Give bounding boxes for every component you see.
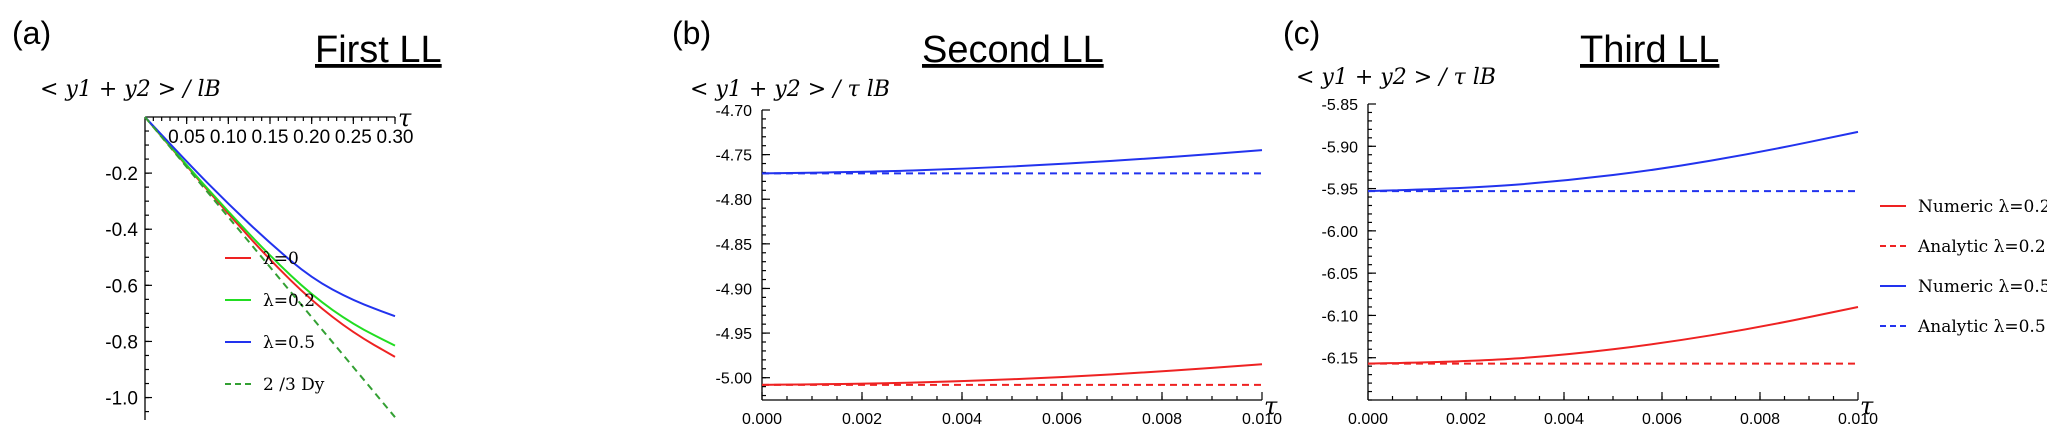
panel-c-title: Third LL bbox=[1580, 29, 1719, 71]
series-line bbox=[144, 116, 396, 358]
panel-c: (c) Third LL < y1 + y2 > / τ lB τ 0.000 0… bbox=[1283, 15, 2047, 428]
y-tick-label: -4.90 bbox=[716, 281, 753, 298]
legend-label: λ=0.2 bbox=[263, 291, 315, 311]
y-tick-label: -4.80 bbox=[716, 192, 753, 209]
x-tick-label: 0.010 bbox=[1242, 411, 1282, 428]
series-line bbox=[144, 116, 396, 347]
y-tick-label: -6.00 bbox=[1322, 224, 1359, 241]
x-tick-label: 0.004 bbox=[1544, 411, 1584, 428]
y-tick-label: -4.75 bbox=[716, 148, 753, 165]
panel-c-legend: Numeric λ=0.2 Analytic λ=0.2 Numeric λ=0.5… bbox=[1880, 197, 2047, 337]
series-line bbox=[144, 116, 396, 318]
x-tick-label: 0.008 bbox=[1740, 411, 1780, 428]
legend-label: 2 /3 Dy bbox=[263, 375, 325, 395]
y-tick-label: -1.0 bbox=[105, 389, 138, 410]
y-tick-label: -0.4 bbox=[105, 220, 138, 241]
x-tick-label: 0.008 bbox=[1142, 411, 1182, 428]
y-tick-label: -5.00 bbox=[716, 371, 753, 388]
x-tick-label: 0.006 bbox=[1642, 411, 1682, 428]
legend-label: Numeric λ=0.5 bbox=[1918, 277, 2047, 297]
panel-c-plot-area bbox=[1367, 130, 1859, 365]
x-tick-label: 0.004 bbox=[942, 411, 982, 428]
y-tick-label: -5.85 bbox=[1322, 97, 1359, 114]
panel-b-ylabel: < y1 + y2 > / τ lB bbox=[690, 77, 890, 102]
x-tick-label: 0.20 bbox=[293, 127, 330, 148]
legend-label: Analytic λ=0.5 bbox=[1917, 317, 2046, 337]
x-tick-label: 0.30 bbox=[377, 127, 414, 148]
legend-label: λ=0.5 bbox=[263, 333, 315, 353]
series-line bbox=[761, 149, 1263, 175]
x-tick-label: 0.000 bbox=[1348, 411, 1388, 428]
panel-a-title: First LL bbox=[315, 29, 442, 71]
panel-a-axes: 0.05 0.10 0.15 0.20 0.25 0.30 -0.2 -0.4 -0.6 -0.8… bbox=[105, 116, 414, 420]
y-tick-label: -4.70 bbox=[716, 103, 753, 120]
y-tick-label: -5.95 bbox=[1322, 182, 1359, 199]
panel-a-letter: (a) bbox=[12, 15, 51, 51]
series-line bbox=[144, 116, 396, 418]
panel-c-letter: (c) bbox=[1283, 15, 1320, 51]
y-tick-label: -4.85 bbox=[716, 237, 753, 254]
panel-b-xlabel: τ bbox=[1264, 392, 1278, 420]
y-tick-label: -0.2 bbox=[105, 164, 138, 185]
y-tick-label: -4.95 bbox=[716, 326, 753, 343]
legend-label: Numeric λ=0.2 bbox=[1918, 197, 2047, 217]
panel-a-legend: λ=0 λ=0.2 λ=0.5 2 /3 Dy bbox=[225, 249, 325, 395]
panel-c-ylabel: < y1 + y2 > / τ lB bbox=[1296, 65, 1496, 90]
x-tick-label: 0.10 bbox=[210, 127, 247, 148]
panel-b-letter: (b) bbox=[672, 15, 711, 51]
legend-label: Analytic λ=0.2 bbox=[1917, 237, 2046, 257]
x-tick-label: 0.006 bbox=[1042, 411, 1082, 428]
y-tick-label: -0.8 bbox=[105, 332, 138, 353]
x-tick-label: 0.010 bbox=[1838, 411, 1878, 428]
x-tick-label: 0.05 bbox=[168, 127, 205, 148]
x-tick-label: 0.002 bbox=[1446, 411, 1486, 428]
series-line bbox=[1367, 130, 1859, 193]
x-tick-label: 0.25 bbox=[335, 127, 372, 148]
panel-b-plot-area bbox=[761, 149, 1263, 386]
y-tick-label: -5.90 bbox=[1322, 139, 1359, 156]
series-line bbox=[761, 363, 1263, 386]
legend-label: λ=0 bbox=[263, 249, 299, 269]
panel-a: (a) First LL < y1 + y2 > / lB τ 0.05 0.10… bbox=[12, 15, 442, 420]
panel-b-title: Second LL bbox=[922, 29, 1104, 71]
x-tick-label: 0.15 bbox=[252, 127, 289, 148]
panel-a-plot-area bbox=[144, 116, 396, 418]
y-tick-label: -0.6 bbox=[105, 276, 138, 297]
x-tick-label: 0.002 bbox=[842, 411, 882, 428]
y-tick-label: -6.15 bbox=[1322, 351, 1359, 368]
series-line bbox=[1367, 305, 1859, 365]
y-tick-label: -6.05 bbox=[1322, 266, 1359, 283]
panel-c-xlabel: τ bbox=[1860, 392, 1874, 420]
panel-b: (b) Second LL < y1 + y2 > / τ lB τ 0.000… bbox=[672, 15, 1282, 428]
y-tick-label: -6.10 bbox=[1322, 308, 1359, 325]
panel-c-axes: 0.000 0.002 0.004 0.006 0.008 0.010 -5.85 -5.90… bbox=[1322, 97, 1879, 428]
panel-a-xlabel: τ bbox=[398, 104, 412, 132]
panel-a-ylabel: < y1 + y2 > / lB bbox=[40, 77, 221, 102]
x-tick-label: 0.000 bbox=[742, 411, 782, 428]
